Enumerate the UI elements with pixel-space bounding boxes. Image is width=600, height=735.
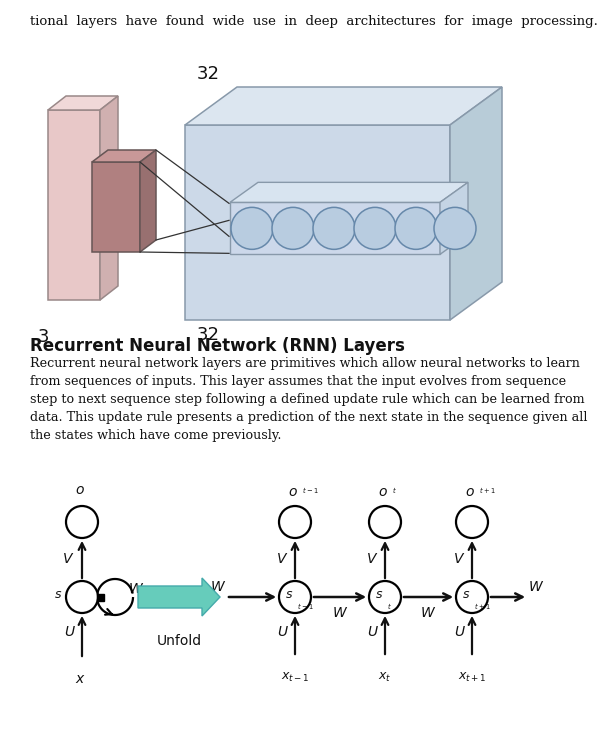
Circle shape (66, 581, 98, 613)
Circle shape (369, 506, 401, 538)
Text: $x_{t+1}$: $x_{t+1}$ (458, 671, 487, 684)
Circle shape (456, 506, 488, 538)
Text: tional  layers  have  found  wide  use  in  deep  architectures  for  image  pro: tional layers have found wide use in dee… (30, 15, 598, 28)
Text: $_t$: $_t$ (387, 602, 392, 612)
Bar (97, 594, 104, 601)
Text: W: W (333, 606, 347, 620)
Text: $_{t-1}$: $_{t-1}$ (302, 486, 319, 496)
Text: V: V (277, 552, 287, 566)
Circle shape (395, 207, 437, 249)
Polygon shape (230, 182, 468, 202)
Polygon shape (185, 125, 450, 320)
Circle shape (66, 506, 98, 538)
Text: U: U (277, 625, 287, 639)
Circle shape (369, 581, 401, 613)
Text: $_{t-1}$: $_{t-1}$ (297, 602, 314, 612)
Text: $o$: $o$ (378, 485, 388, 499)
Polygon shape (440, 182, 468, 254)
Text: W: W (129, 582, 143, 596)
Text: $s$: $s$ (375, 587, 383, 600)
Polygon shape (92, 162, 140, 252)
Text: $_{t+1}$: $_{t+1}$ (474, 602, 491, 612)
Polygon shape (100, 96, 118, 300)
Text: $_t$: $_t$ (392, 486, 397, 496)
Polygon shape (450, 87, 502, 320)
Text: $_{t+1}$: $_{t+1}$ (479, 486, 496, 496)
Text: 3: 3 (38, 328, 49, 346)
Text: s: s (55, 589, 61, 601)
Polygon shape (230, 202, 440, 254)
Circle shape (434, 207, 476, 249)
Text: 32: 32 (197, 65, 220, 83)
Text: W: W (421, 606, 435, 620)
Circle shape (231, 207, 273, 249)
Text: Recurrent neural network layers are primitives which allow neural networks to le: Recurrent neural network layers are prim… (30, 357, 587, 442)
FancyArrow shape (138, 578, 220, 616)
Text: $o$: $o$ (288, 485, 298, 499)
Text: $s$: $s$ (285, 587, 293, 600)
Circle shape (272, 207, 314, 249)
Circle shape (279, 506, 311, 538)
Polygon shape (48, 96, 118, 110)
Text: o: o (76, 483, 84, 497)
Circle shape (279, 581, 311, 613)
Circle shape (354, 207, 396, 249)
Text: W: W (211, 580, 225, 594)
Text: $x_{t-1}$: $x_{t-1}$ (281, 671, 310, 684)
Text: Recurrent Neural Network (RNN) Layers: Recurrent Neural Network (RNN) Layers (30, 337, 405, 355)
Polygon shape (140, 150, 156, 252)
Circle shape (456, 581, 488, 613)
Text: $x_t$: $x_t$ (378, 671, 392, 684)
Text: V: V (367, 552, 377, 566)
Text: 32: 32 (197, 326, 220, 344)
Circle shape (313, 207, 355, 249)
Text: U: U (64, 625, 74, 639)
Polygon shape (48, 110, 100, 300)
Text: W: W (529, 580, 543, 594)
Text: V: V (63, 552, 73, 566)
Text: U: U (454, 625, 464, 639)
Polygon shape (185, 87, 502, 125)
Text: U: U (367, 625, 377, 639)
Text: V: V (454, 552, 464, 566)
Polygon shape (92, 150, 156, 162)
Text: $o$: $o$ (465, 485, 475, 499)
Text: Unfold: Unfold (157, 634, 202, 648)
Text: x: x (75, 672, 83, 686)
Text: $s$: $s$ (462, 587, 470, 600)
